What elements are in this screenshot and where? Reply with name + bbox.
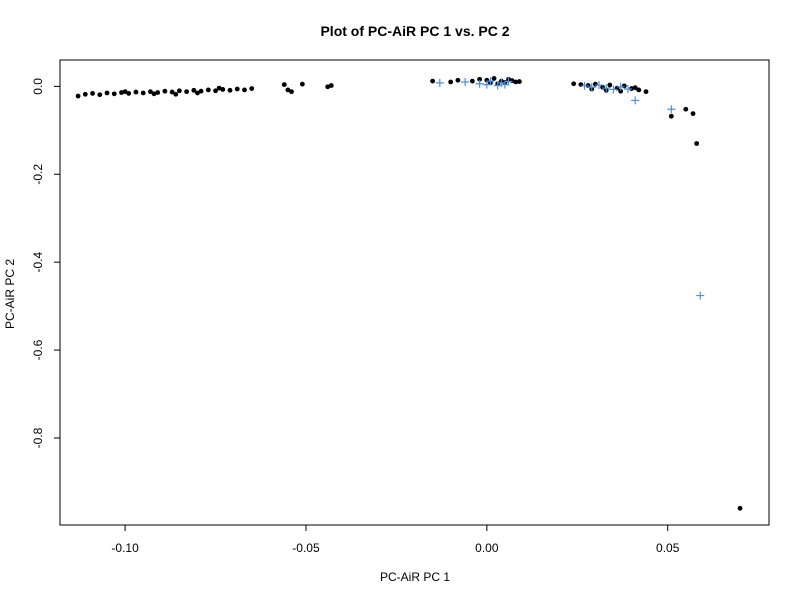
dot-point: [119, 90, 124, 95]
plus-point: [667, 105, 676, 114]
dot-point: [126, 91, 132, 96]
dot-point: [618, 88, 624, 94]
dot-point: [75, 93, 81, 99]
x-tick-label: -0.10: [111, 541, 139, 555]
dot-point: [140, 90, 146, 96]
dot-point: [169, 89, 175, 95]
dot-point: [668, 113, 674, 119]
plus-point: [580, 81, 589, 90]
plus-point: [594, 81, 603, 90]
plus-point: [482, 80, 491, 89]
dot-point: [636, 87, 642, 93]
x-axis: -0.10 -0.05 0.00 0.05: [111, 524, 680, 555]
dot-point: [191, 87, 197, 93]
dot-point: [122, 89, 128, 95]
plus-point: [497, 78, 506, 87]
plus-point: [616, 82, 625, 91]
dot-point: [469, 78, 475, 84]
x-tick-label: 0.00: [475, 541, 499, 555]
dot-point: [82, 91, 88, 97]
dot-point: [517, 79, 522, 84]
dot-point: [90, 91, 95, 96]
dot-point: [234, 86, 240, 92]
dot-point: [111, 91, 117, 97]
plus-point: [631, 96, 640, 105]
dot-point: [162, 88, 168, 94]
dot-point: [176, 88, 182, 94]
dot-point: [455, 77, 461, 83]
plus-point: [486, 77, 495, 86]
dot-point: [151, 91, 157, 97]
dot-point: [97, 92, 103, 98]
dot-point: [216, 85, 222, 91]
dot-point: [205, 87, 211, 93]
dot-point: [632, 85, 638, 91]
dot-point: [289, 89, 294, 95]
dot-point: [148, 89, 153, 95]
plus-point: [435, 78, 444, 87]
dot-point: [513, 79, 519, 85]
y-axis: 0.0 -0.2 -0.4 -0.6 -0.8: [31, 78, 61, 448]
dot-point: [227, 87, 233, 93]
y-tick-label: -0.8: [31, 427, 45, 448]
plus-point: [602, 84, 611, 93]
dot-point: [643, 89, 649, 95]
dot-point: [571, 81, 577, 87]
dot-point: [690, 111, 696, 117]
dot-point: [430, 78, 435, 84]
x-axis-label: PC-AiR PC 1: [380, 570, 450, 584]
x-tick-label: 0.05: [656, 541, 680, 555]
dot-point: [249, 86, 255, 91]
dot-point: [509, 78, 515, 84]
dot-point: [213, 88, 218, 94]
plus-point: [696, 291, 705, 300]
dot-point: [173, 91, 179, 97]
plus-point: [461, 77, 470, 86]
series-2: [435, 77, 705, 300]
y-tick-label: 0.0: [31, 78, 45, 95]
dot-point: [242, 87, 247, 93]
plus-point: [623, 85, 632, 94]
dot-point: [328, 83, 334, 88]
dot-point: [491, 76, 497, 81]
dot-point: [285, 87, 291, 93]
dot-point: [477, 76, 483, 82]
dot-point: [592, 81, 598, 87]
y-tick-label: -0.4: [31, 252, 45, 273]
dot-point: [737, 505, 743, 511]
plus-point: [609, 85, 618, 94]
x-tick-label: -0.05: [292, 541, 320, 555]
dot-point: [104, 90, 110, 96]
dot-point: [281, 82, 287, 88]
dot-point: [448, 79, 454, 85]
dot-point: [184, 89, 190, 95]
dot-point: [220, 87, 226, 92]
plus-point: [504, 77, 513, 86]
dot-point: [694, 141, 700, 146]
y-axis-label: PC-AiR PC 2: [3, 259, 17, 329]
plot-frame: [59, 59, 770, 526]
y-tick-label: -0.6: [31, 339, 45, 360]
dot-point: [133, 89, 139, 95]
chart-title: Plot of PC-AiR PC 1 vs. PC 2: [320, 23, 509, 39]
dot-point: [607, 82, 613, 88]
dot-point: [155, 90, 161, 95]
points-layer: [75, 76, 743, 511]
plus-point: [475, 79, 484, 88]
dot-point: [621, 83, 627, 89]
dot-point: [299, 81, 305, 87]
dot-point: [198, 88, 204, 94]
dot-point: [195, 90, 200, 96]
y-tick-label: -0.2: [31, 164, 45, 185]
dot-point: [683, 106, 689, 112]
plus-point: [587, 83, 596, 92]
dot-point: [325, 84, 331, 90]
series-1: [75, 76, 743, 511]
